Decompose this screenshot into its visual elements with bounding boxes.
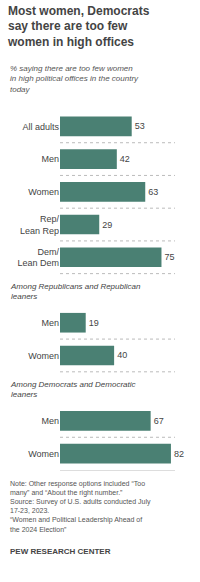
- svg-text:% saying there are too few wom: % saying there are too few womenin high …: [10, 64, 139, 94]
- svg-text:42: 42: [120, 154, 130, 164]
- svg-text:Among Democrats and Democratic: Among Democrats and Democraticleaners: [10, 380, 136, 399]
- svg-text:75: 75: [164, 252, 174, 262]
- svg-text:PEW RESEARCH CENTER: PEW RESEARCH CENTER: [10, 547, 111, 556]
- svg-text:Men: Men: [41, 318, 59, 328]
- svg-text:19: 19: [89, 318, 99, 328]
- svg-text:40: 40: [117, 350, 127, 360]
- svg-text:Men: Men: [41, 416, 59, 426]
- svg-text:Women: Women: [28, 187, 59, 197]
- svg-text:67: 67: [154, 416, 164, 426]
- svg-text:29: 29: [102, 220, 112, 230]
- svg-text:Most women, Democratssay there: Most women, Democratssay there are too f…: [7, 4, 150, 49]
- svg-text:Rep/Lean Rep: Rep/Lean Rep: [20, 214, 60, 236]
- svg-text:Dem/Lean Dem: Dem/Lean Dem: [17, 247, 59, 269]
- svg-text:Note: Other response options i: Note: Other response options included “T…: [10, 480, 151, 533]
- svg-text:53: 53: [135, 121, 145, 131]
- svg-text:All adults: All adults: [22, 122, 59, 132]
- svg-text:Women: Women: [28, 449, 59, 459]
- svg-text:Men: Men: [41, 154, 59, 164]
- svg-text:Women: Women: [28, 351, 59, 361]
- svg-text:82: 82: [174, 449, 184, 459]
- svg-text:Among Republicans and Republic: Among Republicans and Republicanleaners: [10, 282, 141, 301]
- svg-text:63: 63: [148, 187, 158, 197]
